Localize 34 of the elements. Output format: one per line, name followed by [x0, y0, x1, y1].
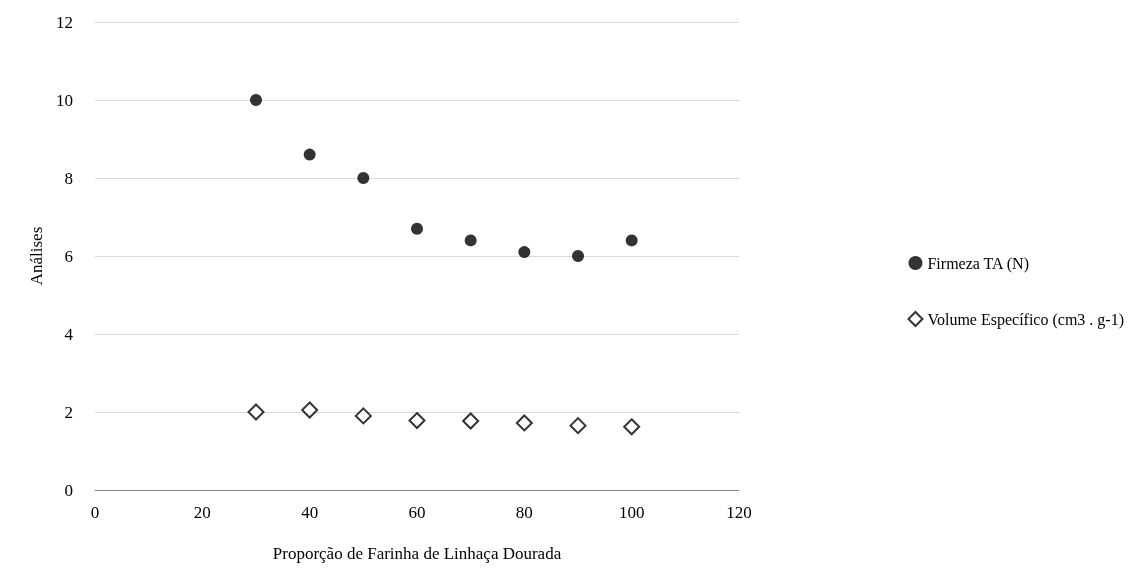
x-tick-label: 80 [515, 503, 533, 522]
point [301, 401, 319, 419]
y-tick-label: 10 [56, 90, 73, 110]
x-tick-label: 100 [618, 503, 645, 522]
legend-label: Firmeza TA (N) [927, 254, 1029, 273]
x-axis-title: Proporção de Farinha de Linhaça Dourada [272, 544, 562, 563]
point [357, 172, 370, 184]
x-tick-label: 120 [726, 503, 752, 522]
point [623, 418, 641, 436]
point [518, 246, 531, 259]
point [572, 250, 584, 262]
y-tick-label: 0 [64, 480, 73, 500]
y-tick-label: 4 [64, 324, 74, 344]
x-tick-label: 40 [301, 503, 319, 522]
point [354, 407, 372, 425]
y-tick-label: 2 [64, 402, 73, 422]
point [250, 94, 262, 106]
y-axis-title: Análises [27, 226, 46, 286]
y-tick-label: 12 [56, 12, 73, 32]
point [408, 412, 426, 430]
x-tick-label: 0 [90, 503, 100, 522]
point [411, 222, 423, 235]
point [625, 234, 638, 247]
y-tick-label: 8 [64, 168, 73, 188]
point [247, 403, 265, 421]
x-tick-label: 60 [408, 503, 426, 522]
legend-label: Volume Específico (cm3 . g-1) [927, 310, 1125, 329]
y-tick-label: 6 [64, 246, 73, 266]
point [515, 414, 533, 432]
point [303, 148, 316, 161]
point [464, 234, 477, 247]
point [462, 412, 480, 430]
point [569, 417, 587, 435]
x-tick-label: 20 [193, 503, 211, 522]
